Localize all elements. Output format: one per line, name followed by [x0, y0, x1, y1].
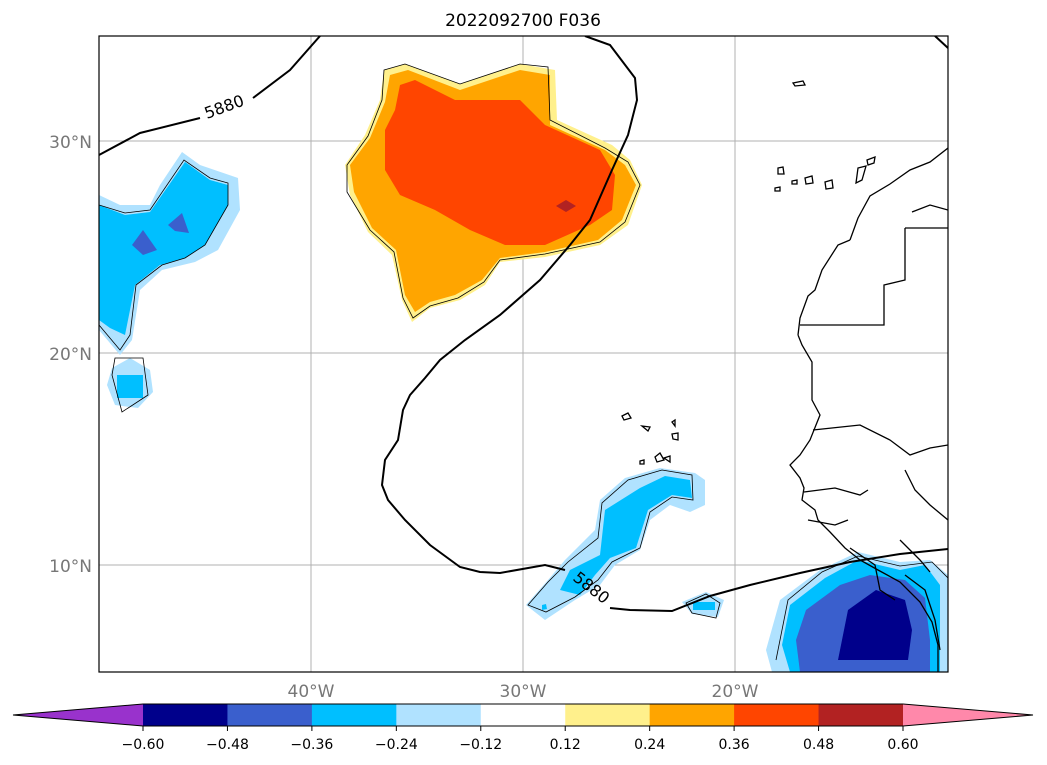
lat-tick-10n: 10°N — [49, 557, 92, 577]
colorbar-tick-label: 0.36 — [719, 737, 750, 753]
canary-islands — [774, 155, 876, 192]
coast-west-africa — [789, 239, 939, 672]
contour-west-small — [111, 357, 149, 413]
colorbar-segment — [565, 704, 651, 726]
contour-se — [775, 555, 948, 661]
fill-west-0.36-0.48-b — [168, 213, 189, 233]
colorbar-segment — [734, 704, 820, 726]
map-title: 2022092700 F036 — [445, 11, 601, 31]
colorbar-extend-low — [13, 704, 143, 726]
colorbar-segment — [227, 704, 313, 726]
fill-cv-east-dark — [693, 602, 715, 610]
fill-west-0.24-0.36 — [99, 162, 228, 335]
negative-anomaly-southeast — [766, 552, 948, 672]
cape-verde-islands — [621, 412, 679, 465]
colorbar-tick-label: 0.60 — [887, 737, 918, 753]
border-coast-morocco — [911, 204, 948, 213]
colorbar-tick-label: 0.12 — [550, 737, 581, 753]
negative-anomaly-west — [99, 152, 240, 413]
contour-cv — [527, 469, 694, 613]
map-area: 5880 5880 — [99, 36, 948, 672]
colorbar-tick-label: −0.12 — [459, 737, 502, 753]
contour-0.12 — [346, 63, 641, 319]
contour-5880-northeast — [934, 36, 948, 49]
border-sahel — [812, 424, 948, 521]
colorbar-tick-label: −0.48 — [206, 737, 249, 753]
colorbar-extend-high — [903, 704, 1033, 726]
fill-se-0.48-0.60 — [838, 590, 912, 660]
lat-tick-30n: 30°N — [49, 133, 92, 153]
colorbar-tick-label: −0.36 — [290, 737, 333, 753]
positive-anomaly-blob — [345, 63, 642, 322]
lon-tick-20w: 20°W — [712, 682, 759, 702]
fill-west-0.36-0.48 — [132, 230, 157, 255]
lat-tick-labels: 10°N 20°N 30°N — [49, 133, 92, 577]
fill-0.48-0.60 — [556, 200, 576, 212]
colorbar-tick-label: −0.60 — [122, 737, 165, 753]
coast-iberia-africa-north — [849, 147, 948, 241]
lon-tick-labels: 40°W 30°W 20°W — [288, 682, 759, 702]
colorbar-segment — [649, 704, 735, 726]
colorbar-tick-label: 0.48 — [803, 737, 834, 753]
contour-5880-northwest-2 — [252, 36, 321, 99]
colorbar-segment — [143, 704, 228, 726]
border-morocco-south — [800, 228, 906, 326]
colorbar-segment — [396, 704, 482, 726]
contour-5880 — [99, 36, 948, 613]
colorbar-segment — [480, 704, 566, 726]
lat-tick-20n: 20°N — [49, 345, 92, 365]
contour-label-5880-nw: 5880 — [202, 91, 247, 123]
map-frame — [98, 35, 949, 673]
fill-0.36-0.48 — [385, 80, 615, 245]
colorbar-tick-label: 0.24 — [634, 737, 665, 753]
contour-5880-main — [380, 36, 639, 575]
negative-anomaly-capeverde — [526, 468, 724, 620]
colorbar-tick-label: −0.24 — [375, 737, 418, 753]
lon-tick-40w: 40°W — [288, 682, 335, 702]
border-guinea — [849, 539, 941, 651]
colorbar-segment — [818, 704, 904, 726]
border-senegal — [803, 487, 869, 526]
fill-cv-dot — [542, 604, 547, 610]
colorbar-segment — [311, 704, 397, 726]
contour-cv-east — [685, 593, 721, 619]
fill-cv-0.24-0.36 — [560, 476, 692, 595]
contour-5880-south — [609, 548, 948, 613]
madeira-islands — [791, 80, 807, 87]
lon-tick-30w: 30°W — [500, 682, 547, 702]
colorbar: −0.60 −0.48 −0.36 −0.24 −0.12 0.12 0.24 0.36 0.4… — [12, 703, 1034, 753]
contour-west — [99, 159, 229, 351]
coastlines — [621, 80, 948, 672]
fill-west-small-dark — [117, 375, 143, 398]
contour-5880-northwest — [99, 117, 201, 156]
